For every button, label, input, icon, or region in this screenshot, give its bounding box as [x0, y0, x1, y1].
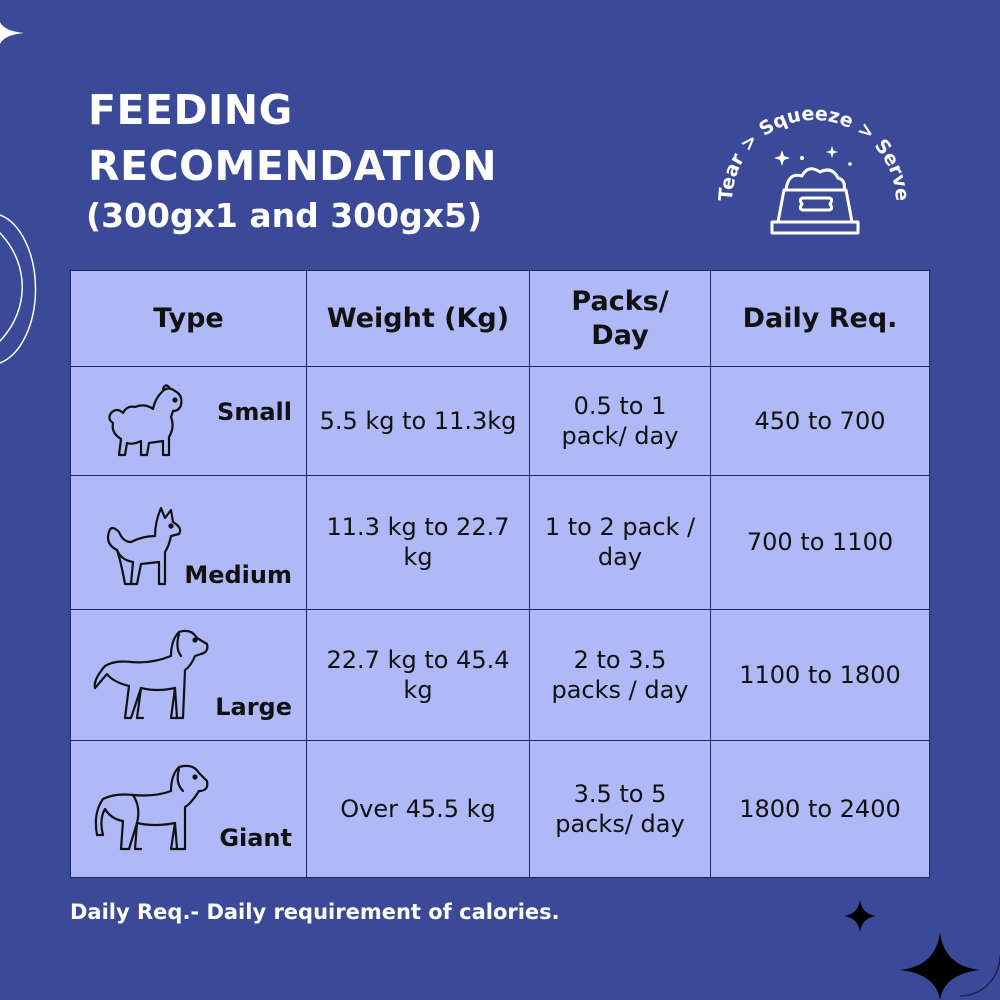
giant-dog-icon	[94, 764, 209, 850]
packs-cell: 2 to 3.5 packs / day	[529, 608, 711, 741]
type-label: Giant	[219, 823, 292, 852]
type-label: Large	[215, 692, 292, 721]
page-title: FEEDING RECOMENDATION	[88, 86, 498, 190]
weight-cell: 22.7 kg to 45.4 kg	[306, 608, 530, 741]
serving-badge: Tear > Squeeze > Serve	[715, 103, 913, 235]
daily-cell: 700 to 1100	[710, 475, 930, 610]
table-row: Medium 11.3 kg to 22.7 kg 1 to 2 pack / …	[70, 475, 930, 610]
type-cell: Small	[70, 366, 307, 477]
table-row: Large 22.7 kg to 45.4 kg 2 to 3.5 packs …	[70, 608, 930, 741]
sparkle-icon	[0, 22, 24, 44]
header-weight: Weight (Kg)	[306, 269, 530, 368]
medium-dog-icon	[106, 507, 182, 586]
large-dog-icon	[93, 629, 209, 719]
small-dog-icon	[108, 384, 183, 457]
packs-cell: 1 to 2 pack / day	[529, 475, 711, 610]
weight-cell: 5.5 kg to 11.3kg	[306, 366, 530, 477]
table-row: Giant Over 45.5 kg 3.5 to 5 packs/ day 1…	[70, 739, 930, 879]
table-header-row: Type Weight (Kg) Packs/ Day Daily Req.	[70, 269, 930, 368]
daily-cell: 1100 to 1800	[710, 608, 930, 741]
packs-cell: 0.5 to 1 pack/ day	[529, 366, 711, 477]
decorative-circle	[0, 214, 37, 364]
header-packs: Packs/ Day	[529, 269, 711, 368]
sparkle-icon	[774, 146, 852, 166]
weight-cell: 11.3 kg to 22.7 kg	[306, 475, 530, 610]
header-daily: Daily Req.	[710, 269, 930, 368]
type-cell: Medium	[70, 475, 307, 610]
weight-cell: Over 45.5 kg	[306, 739, 530, 879]
type-cell: Large	[70, 608, 307, 741]
dog-food-bowl-icon	[770, 167, 860, 235]
page-subtitle: (300gx1 and 300gx5)	[86, 196, 483, 235]
type-cell: Giant	[70, 739, 307, 879]
badge-arc-text: Tear > Squeeze > Serve	[715, 103, 913, 202]
type-label: Medium	[184, 561, 292, 590]
table-row: Small 5.5 kg to 11.3kg 0.5 to 1 pack/ da…	[70, 366, 930, 477]
footnote: Daily Req.- Daily requirement of calorie…	[70, 900, 560, 924]
type-label: Small	[217, 398, 292, 427]
feeding-table: Type Weight (Kg) Packs/ Day Daily Req. S…	[70, 269, 930, 879]
header-type: Type	[70, 269, 307, 368]
daily-cell: 450 to 700	[710, 366, 930, 477]
sparkle-icon	[844, 900, 1000, 1000]
daily-cell: 1800 to 2400	[710, 739, 930, 879]
packs-cell: 3.5 to 5 packs/ day	[529, 739, 711, 879]
